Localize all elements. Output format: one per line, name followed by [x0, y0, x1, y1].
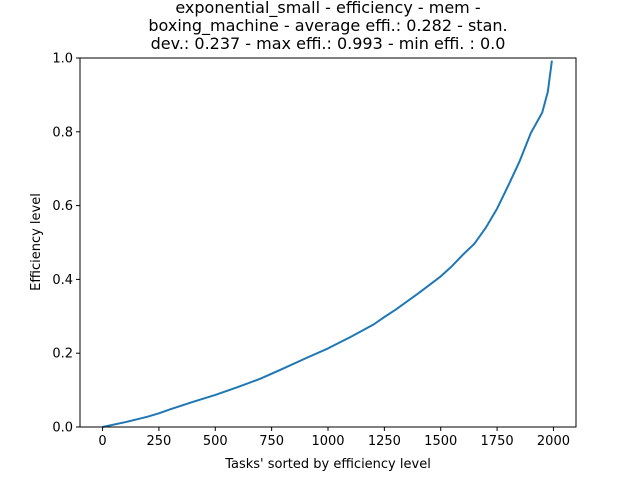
x-tick-label: 500 [203, 434, 228, 449]
x-tick-label: 2000 [537, 434, 570, 449]
x-tick-label: 750 [259, 434, 284, 449]
x-tick-label: 1250 [368, 434, 401, 449]
x-tick-label: 1000 [311, 434, 344, 449]
y-tick-label: 0.8 [52, 125, 73, 140]
y-tick-label: 0.0 [52, 421, 73, 436]
x-axis-ticks: 0 250 500 750 1000 1250 1500 1750 2000 [98, 427, 570, 449]
x-tick-label: 0 [98, 434, 106, 449]
plot-area-frame [79, 57, 577, 428]
x-tick-label: 1500 [424, 434, 457, 449]
efficiency-series-line [102, 60, 553, 428]
y-axis-label: Efficiency level [29, 193, 44, 291]
y-tick-label: 1.0 [52, 52, 73, 67]
y-tick-label: 0.6 [52, 199, 73, 214]
y-tick-label: 0.2 [52, 347, 73, 362]
y-axis-ticks: 0.0 0.2 0.4 0.6 0.8 1.0 [52, 52, 80, 436]
x-tick-label: 1750 [481, 434, 514, 449]
chart-title-line-1: exponential_small - efficiency - mem - [175, 0, 480, 18]
chart-title-line-2: boxing_machine - average effi.: 0.282 - … [148, 16, 507, 36]
chart-title-line-3: dev.: 0.237 - max effi.: 0.993 - min eff… [151, 34, 506, 53]
y-tick-label: 0.4 [52, 273, 73, 288]
x-axis-label: Tasks' sorted by efficiency level [224, 457, 431, 472]
x-tick-label: 250 [146, 434, 171, 449]
chart-title: exponential_small - efficiency - mem - b… [148, 0, 507, 53]
